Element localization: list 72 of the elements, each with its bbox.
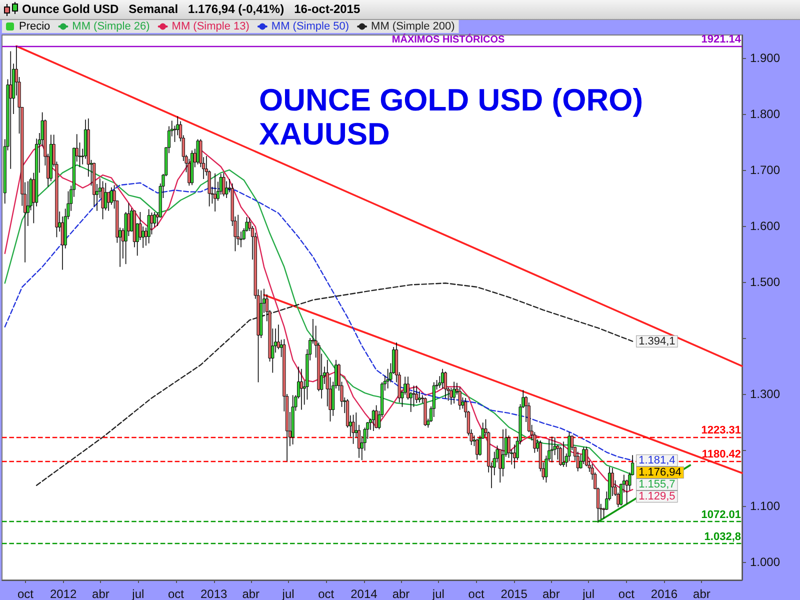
line-series [36, 282, 634, 486]
legend-label: MM (Simple 13) [172, 20, 250, 32]
candlestick [412, 385, 416, 408]
candlestick [222, 172, 226, 197]
ref-line-label: 1180.42 [702, 448, 741, 461]
legend-label: Precio [19, 20, 50, 32]
chart-subtitle: Ounce Gold USD Semanal 1.176,94 (-0,41%) 16-oct-2015 [22, 2, 360, 16]
candlestick [444, 371, 447, 399]
y-tick-label: 1.700 [750, 162, 780, 177]
candlestick [106, 192, 110, 212]
candlestick [458, 386, 462, 410]
candlestick [214, 172, 217, 212]
text: OUNCE GOLD USD (ORO) XAUUSD [259, 82, 644, 152]
candlestick [9, 50, 12, 170]
x-tick-label: oct [618, 587, 636, 600]
candlestick [104, 182, 108, 211]
candlestick [26, 180, 30, 226]
x-tick-label: abr [242, 587, 260, 600]
x-tick-label: oct [168, 587, 185, 600]
x-tick-label: abr [693, 587, 710, 600]
y-tick-label: 1.300 [750, 387, 780, 402]
ref-line-label: 1.032,8 [704, 531, 741, 544]
candlestick [450, 387, 453, 406]
x-tick-label: 2013 [200, 587, 228, 600]
legend-label: MM (Simple 50) [271, 20, 350, 32]
data-label: 1.155,7 [638, 478, 676, 490]
candlestick [440, 368, 444, 389]
candlestick [610, 468, 614, 496]
y-tick-label: 1.900 [750, 50, 780, 65]
annotation: MÁXIMOS HISTÓRICOS [392, 34, 506, 46]
candlestick [150, 212, 154, 235]
legend-label: MM (Simple 200) [371, 20, 455, 32]
data-label: 1.181,4 [638, 454, 676, 466]
candlestick [415, 385, 418, 404]
candlestick [101, 180, 104, 220]
candlestick [225, 180, 228, 198]
x-tick-label: abr [92, 587, 110, 600]
candlestick [512, 444, 516, 469]
x-tick-label: oct [318, 587, 335, 600]
ref-line-label: 1223.31 [701, 424, 741, 436]
x-tick-label: oct [17, 587, 34, 600]
data-label: 1.129,5 [638, 490, 676, 502]
candlestick [352, 414, 355, 444]
candlestick [300, 368, 304, 410]
y-tick-label: 1.600 [750, 219, 780, 233]
candlestick [582, 446, 586, 464]
candlestick [476, 438, 479, 460]
candlestick [374, 404, 378, 429]
y-tick-label: 1.000 [750, 555, 780, 570]
legend-label: MM (Simple 26) [72, 20, 150, 32]
y-tick-label: 1.500 [750, 275, 780, 290]
text: 1.176,94 [638, 466, 682, 478]
candlestick [147, 208, 150, 244]
x-tick-label: 2015 [500, 587, 528, 600]
candlestick [550, 436, 554, 463]
candlestick [501, 428, 505, 477]
x-tick-label: oct [468, 587, 485, 600]
x-tick-label: abr [392, 587, 410, 600]
y-tick-label: 1.800 [750, 106, 780, 121]
data-label: 1.394,1 [638, 335, 676, 348]
x-tick-label: abr [542, 587, 560, 600]
ref-line-label: 1921.14 [701, 34, 742, 46]
candlestick [562, 441, 566, 468]
x-tick-label: 2012 [50, 587, 77, 600]
candlestick [452, 381, 456, 404]
x-tick-label: 2014 [350, 587, 378, 600]
ref-line-label: 1072.01 [701, 509, 741, 522]
candlestick [196, 138, 200, 165]
y-tick-label: 1.100 [750, 499, 780, 514]
candlestick [142, 226, 145, 248]
candlestick [418, 390, 422, 403]
x-tick-label: 2016 [650, 587, 678, 600]
